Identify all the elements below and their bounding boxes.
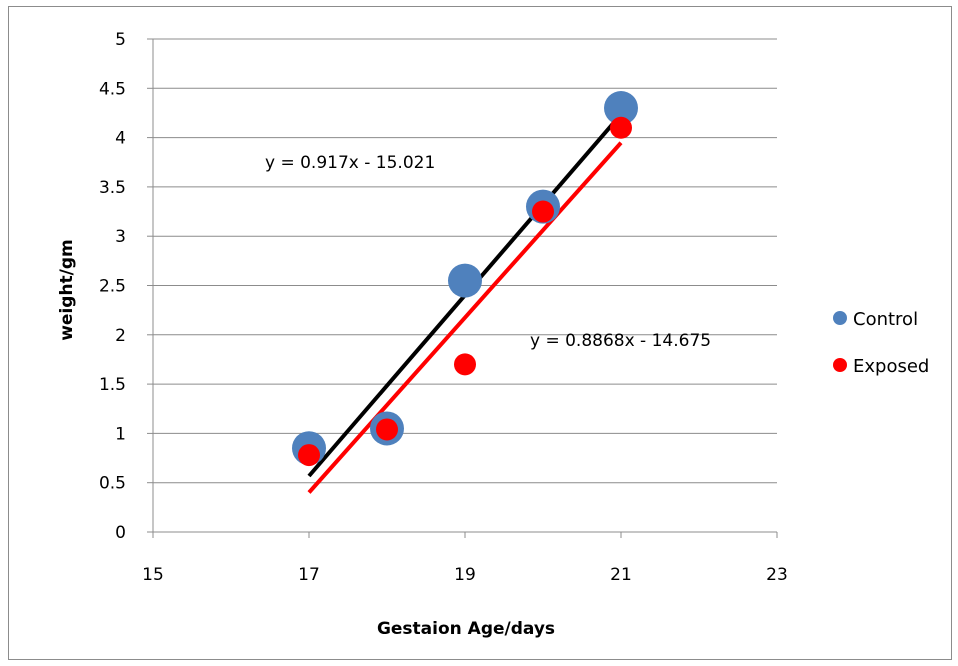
x-axis-title: Gestaion Age/days [377, 619, 555, 639]
y-tick-label: 4.5 [99, 79, 126, 99]
axes [147, 38, 778, 538]
data-point-exposed [298, 444, 320, 467]
trendline-exposed [307, 141, 623, 494]
legend-marker-control [833, 311, 847, 325]
trendline-equations: y = 0.917x - 15.021 y = 0.8868x - 14.675 [265, 153, 711, 351]
y-tick-label: 4 [115, 129, 126, 149]
y-tick-label: 0.5 [99, 474, 126, 494]
y-tick-label: 1.5 [99, 375, 126, 395]
legend-label-control: Control [853, 309, 918, 330]
y-tick-label: 2.5 [99, 277, 126, 297]
x-tick-labels: 15 17 19 21 23 [142, 565, 788, 585]
data-points [292, 91, 638, 467]
x-tick-label: 17 [298, 565, 320, 585]
data-point-exposed [532, 200, 554, 223]
equation-exposed: y = 0.8868x - 14.675 [530, 331, 711, 351]
equation-control: y = 0.917x - 15.021 [265, 153, 435, 173]
y-tick-label: 3 [115, 227, 126, 247]
data-point-control [448, 263, 482, 298]
y-tick-label: 5 [115, 30, 126, 50]
chart-frame [8, 6, 952, 660]
legend-label-exposed: Exposed [853, 356, 929, 377]
x-tick-label: 21 [610, 565, 632, 585]
y-tick-label: 2 [115, 326, 126, 346]
x-tick-label: 23 [766, 565, 788, 585]
y-axis-title: weight/gm [57, 239, 77, 341]
grid-lines [153, 38, 777, 484]
legend-marker-exposed [833, 358, 847, 372]
y-tick-label: 3.5 [99, 178, 126, 198]
data-point-exposed [454, 353, 476, 376]
y-tick-label: 1 [115, 424, 126, 444]
y-tick-labels: 0 0.5 1 1.5 2 2.5 3 3.5 4 4.5 5 [99, 30, 126, 543]
data-point-exposed [610, 116, 632, 139]
data-point-exposed [376, 418, 398, 441]
x-tick-label: 19 [454, 565, 476, 585]
data-point-control [604, 91, 638, 126]
legend: Control Exposed [833, 309, 929, 377]
x-tick-label: 15 [142, 565, 164, 585]
y-tick-label: 0 [115, 523, 126, 543]
